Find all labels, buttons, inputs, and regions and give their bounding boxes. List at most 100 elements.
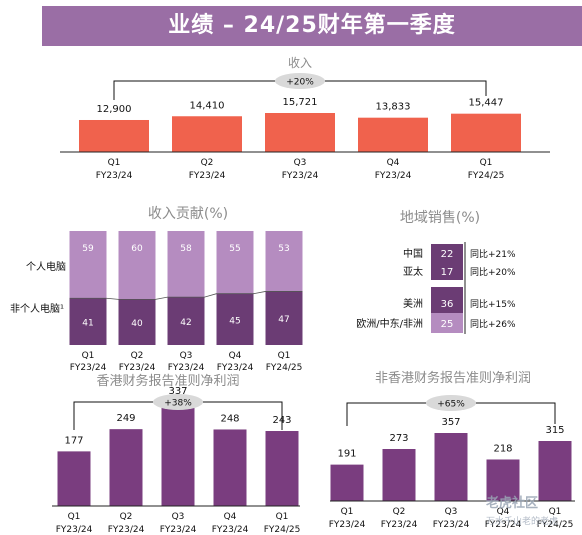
x-tick-label: Q2	[120, 512, 133, 522]
bar	[161, 402, 195, 506]
data-label: 218	[493, 443, 512, 454]
bar	[109, 429, 143, 506]
data-label: 40	[131, 319, 143, 329]
x-tick-label: Q1	[68, 512, 81, 522]
data-label: 191	[337, 449, 356, 460]
data-label: 47	[278, 315, 289, 325]
x-tick-label: FY23/24	[381, 520, 418, 530]
region-name: 欧洲/中东/非洲	[356, 317, 423, 330]
x-tick-label: Q1	[549, 507, 562, 517]
chart-title: 收入贡献(%)	[148, 206, 228, 222]
page-title: 业绩 – 24/25财年第一季度	[168, 13, 456, 38]
x-tick-label: Q1	[480, 158, 493, 168]
data-label: 13,833	[376, 102, 411, 113]
x-tick-label: FY24/25	[266, 363, 303, 373]
x-tick-label: FY23/24	[212, 525, 249, 535]
data-label: 58	[180, 244, 192, 254]
series-label-pc: 个人电脑	[26, 260, 66, 273]
data-label: 59	[82, 244, 94, 254]
bar	[358, 117, 428, 152]
x-tick-label: FY23/24	[433, 520, 470, 530]
data-label: 177	[64, 435, 83, 446]
x-tick-label: FY23/24	[160, 525, 197, 535]
x-tick-label: Q1	[278, 351, 291, 361]
growth-badge	[275, 73, 325, 89]
region-name: 美洲	[403, 297, 423, 310]
x-tick-label: FY23/24	[108, 525, 145, 535]
stack-segment-non-pc	[69, 298, 107, 345]
bar	[330, 464, 364, 501]
data-label: 42	[180, 318, 191, 328]
x-tick-label: FY24/25	[264, 525, 301, 535]
bar	[265, 113, 335, 152]
data-label: 337	[168, 386, 187, 397]
x-tick-label: FY23/24	[119, 363, 156, 373]
stack-segment-non-pc	[167, 297, 205, 345]
x-tick-label: Q1	[276, 512, 289, 522]
bar	[79, 119, 149, 152]
x-tick-label: FY23/24	[329, 520, 366, 530]
region-yoy: 同比+20%	[470, 266, 516, 278]
bar	[538, 441, 572, 501]
region-bar	[431, 244, 463, 262]
chart-title: 非香港财务报告准则净利润	[375, 370, 531, 386]
title-banner	[42, 6, 582, 46]
split-connector-line	[69, 291, 303, 300]
x-tick-label: FY23/24	[189, 171, 226, 181]
data-label: 55	[229, 244, 240, 254]
x-tick-label: FY23/24	[96, 171, 133, 181]
x-tick-label: Q3	[172, 512, 185, 522]
data-label: 273	[389, 433, 408, 444]
watermark-subtext: 万水千山老的老虎	[486, 517, 559, 527]
bar	[57, 451, 91, 506]
x-tick-label: FY23/24	[217, 363, 254, 373]
data-label: 15,721	[283, 97, 318, 108]
x-tick-label: Q1	[82, 351, 95, 361]
stack-segment-pc	[118, 231, 156, 300]
region-bar	[431, 313, 463, 333]
growth-badge	[153, 394, 203, 410]
bar	[213, 429, 247, 506]
x-tick-label: FY23/24	[375, 171, 412, 181]
data-label: 315	[545, 425, 564, 436]
growth-badge	[426, 395, 476, 411]
x-tick-label: Q1	[108, 158, 121, 168]
region-bar	[431, 262, 463, 280]
x-tick-label: FY23/24	[485, 520, 522, 530]
bar	[451, 113, 521, 152]
region-yoy: 同比+26%	[470, 318, 516, 330]
x-tick-label: FY23/24	[282, 171, 319, 181]
x-tick-label: Q3	[445, 507, 458, 517]
data-label: 357	[441, 417, 460, 428]
x-tick-label: Q4	[224, 512, 237, 522]
x-tick-label: Q2	[201, 158, 214, 168]
x-tick-label: Q3	[180, 351, 193, 361]
region-value: 36	[441, 299, 454, 310]
x-tick-label: FY23/24	[56, 525, 93, 535]
stack-segment-non-pc	[265, 291, 303, 345]
region-name: 中国	[403, 247, 423, 260]
data-label: 60	[131, 244, 143, 254]
x-tick-label: Q2	[131, 351, 144, 361]
x-tick-label: FY23/24	[168, 363, 205, 373]
bar	[382, 449, 416, 501]
region-value: 17	[441, 267, 454, 278]
region-value: 25	[441, 319, 454, 330]
region-name: 亚太	[403, 265, 423, 278]
region-yoy: 同比+21%	[470, 248, 516, 260]
x-tick-label: FY24/25	[537, 520, 574, 530]
growth-badge-label: +38%	[164, 399, 192, 409]
data-label: 248	[220, 413, 239, 424]
x-tick-label: Q4	[229, 351, 242, 361]
growth-badge-label: +65%	[437, 400, 465, 410]
series-label-non-pc: 非个人电脑¹	[10, 302, 64, 315]
x-tick-label: Q4	[387, 158, 400, 168]
bar	[265, 431, 299, 506]
growth-badge-label: +20%	[286, 78, 314, 88]
data-label: 15,447	[469, 98, 504, 109]
data-label: 12,900	[97, 104, 132, 115]
stack-segment-non-pc	[216, 293, 254, 345]
stack-segment-pc	[167, 231, 205, 298]
bar	[172, 116, 242, 152]
data-label: 53	[278, 244, 289, 254]
